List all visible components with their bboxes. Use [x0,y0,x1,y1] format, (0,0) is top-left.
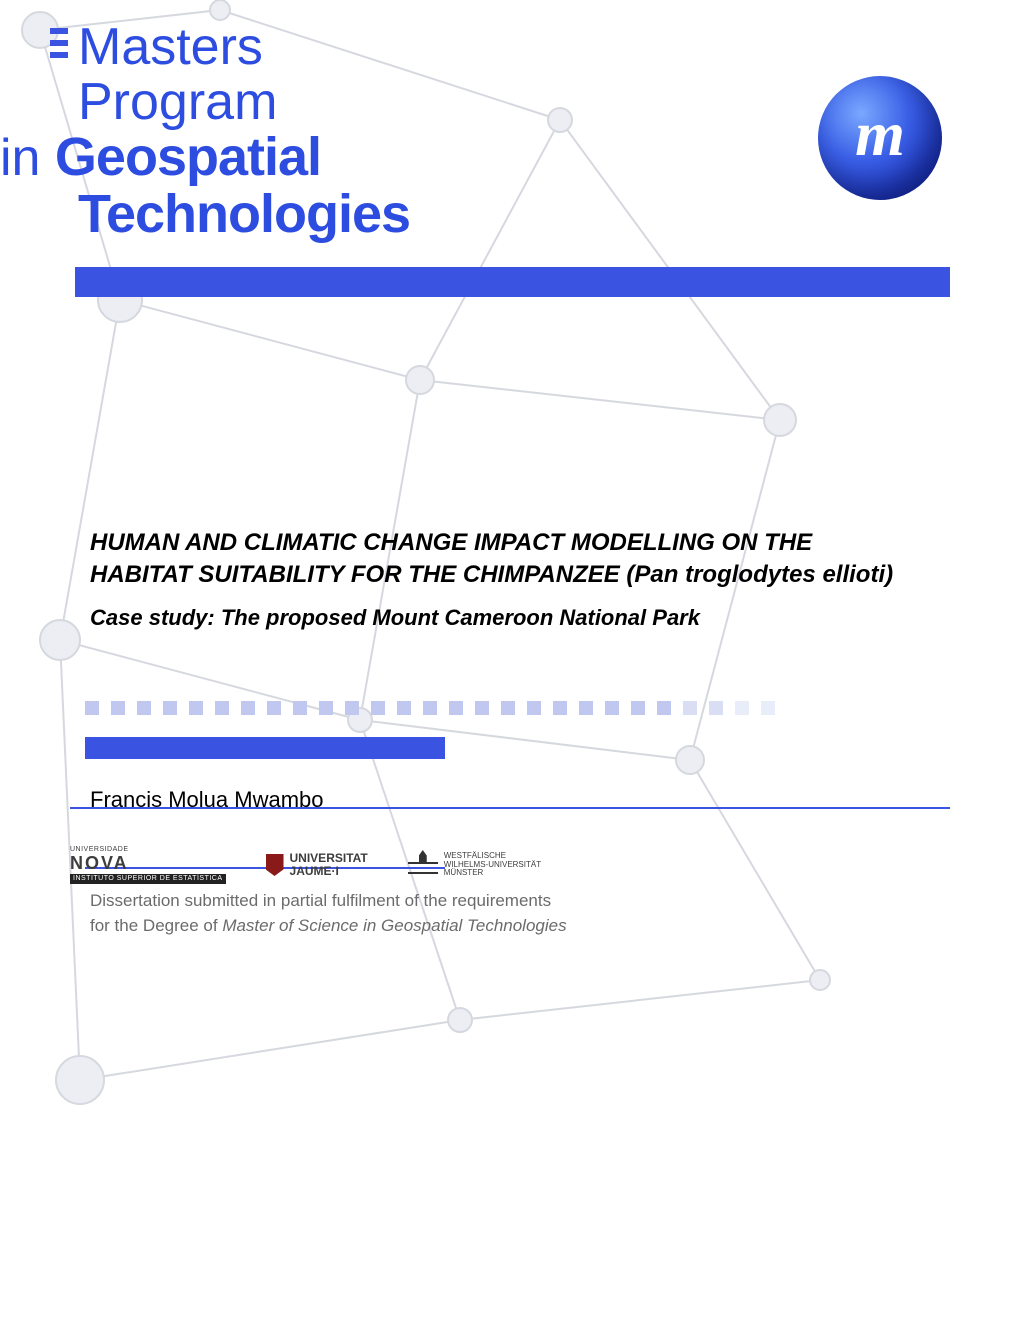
thesis-subtitle: Case study: The proposed Mount Cameroon … [90,605,900,631]
author-bar [85,737,445,759]
program-line-4: Technologies [78,186,410,243]
logo-sphere: m [810,18,950,200]
uji-shield-icon [266,854,284,876]
program-line-3-bold: Geospatial [55,127,321,187]
thesis-title: HUMAN AND CLIMATIC CHANGE IMPACT MODELLI… [90,527,900,592]
program-line-1: Masters [78,20,410,75]
dissertation-line-1: Dissertation submitted in partial fulfil… [90,889,730,914]
header-divider-bar [75,267,950,297]
author-name: Francis Molua Mwambo [90,787,1020,813]
dissertation-line-2-prefix: for the Degree of [90,916,222,935]
logo-nova-sub: INSTITUTO SUPERIOR DE ESTATÍSTICA [70,874,226,884]
program-line-3-prefix: in [0,129,55,187]
logo-uji-line2: JAUME·I [290,865,368,878]
logo-wwu-line3: MÜNSTER [444,869,541,878]
dissertation-note: Dissertation submitted in partial fulfil… [90,889,730,938]
logo-wwu: WESTFÄLISCHE WILHELMS-UNIVERSITÄT MÜNSTE… [408,852,541,878]
wwu-mark-icon [408,856,438,874]
sphere-icon: m [818,76,942,200]
footer-rule [70,807,950,809]
program-line-2: Program [78,75,410,130]
logo-nova-main: NOVA [70,854,129,874]
program-title-block: Masters Program in Geospatial Technologi… [50,18,410,243]
dashed-separator [85,701,1020,715]
degree-name: Master of Science in Geospatial Technolo… [222,916,566,935]
logo-nova: UNIVERSIDADE NOVA INSTITUTO SUPERIOR DE … [70,846,226,883]
sphere-letter: m [855,97,905,171]
footer-logos: UNIVERSIDADE NOVA INSTITUTO SUPERIOR DE … [70,846,541,883]
logo-uji: UNIVERSITAT JAUME·I [266,852,368,878]
header: Masters Program in Geospatial Technologi… [0,0,1020,243]
